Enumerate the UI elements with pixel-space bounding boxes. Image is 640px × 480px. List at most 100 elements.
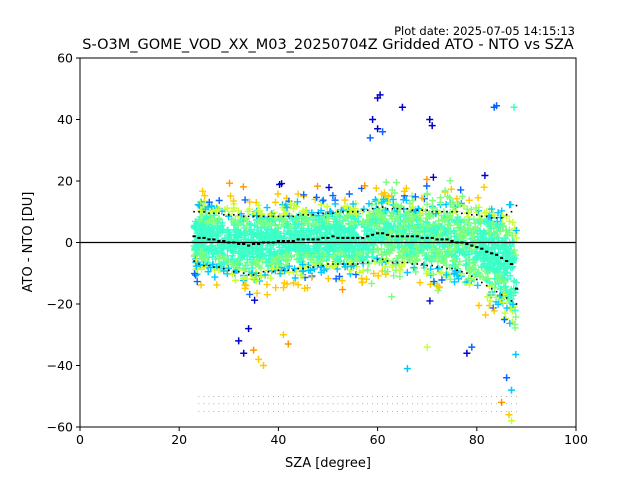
scatter-point (463, 349, 471, 357)
scatter-point (331, 200, 339, 208)
stat-marker-lower (237, 270, 240, 273)
stat-marker-lower (461, 270, 463, 273)
stat-marker-upper (198, 210, 200, 213)
bin-count-label: · (451, 409, 453, 415)
scatter-point (253, 250, 260, 258)
scatter-point (205, 217, 213, 225)
scatter-point (417, 246, 425, 254)
stat-marker-lower (406, 261, 409, 264)
scatter-point (443, 271, 450, 279)
scatter-point (499, 222, 507, 230)
scatter-point (239, 183, 247, 191)
scatter-point (422, 255, 430, 263)
scatter-point (423, 191, 431, 198)
bin-count-label: · (292, 394, 294, 400)
bin-count-label: · (307, 402, 309, 408)
stat-marker-mean (316, 238, 320, 241)
bin-count-label: · (198, 394, 200, 400)
stat-marker-lower (257, 272, 260, 274)
scatter-point (416, 279, 424, 287)
scatter-point (481, 172, 489, 179)
stat-marker-lower (456, 269, 458, 271)
scatter-point (436, 249, 443, 257)
bin-count-label: · (287, 394, 289, 400)
stat-marker-upper (237, 214, 240, 216)
bin-count-label: · (501, 409, 503, 415)
scatter-point (381, 225, 389, 233)
scatter-point (446, 275, 454, 283)
scatter-point (478, 263, 486, 271)
bin-count-label: · (456, 409, 458, 415)
scatter-point (464, 213, 472, 221)
scatter-point (395, 225, 403, 233)
scatter-point (302, 262, 310, 270)
bin-count-label: · (248, 394, 250, 400)
bin-count-label: · (273, 402, 275, 408)
scatter-point (241, 229, 249, 236)
scatter-point (349, 252, 357, 260)
stat-marker-upper (495, 217, 498, 219)
scatter-point (364, 266, 372, 274)
scatter-point (347, 258, 354, 266)
scatter-point (348, 244, 356, 251)
scatter-point (193, 221, 201, 229)
bin-count-label: · (258, 394, 260, 400)
stat-marker-lower (213, 266, 215, 268)
bin-count-label: · (392, 402, 394, 408)
scatter-point (368, 279, 376, 287)
bin-count-label: · (233, 409, 235, 415)
scatter-point (196, 216, 204, 224)
scatter-point (308, 209, 316, 217)
bin-count-label: · (278, 409, 280, 415)
bin-count-label: · (367, 402, 369, 408)
stat-marker-upper (361, 209, 364, 211)
bin-count-label: · (283, 394, 285, 400)
scatter-point (449, 261, 457, 269)
stat-marker-upper (466, 212, 468, 215)
scatter-point (201, 227, 209, 235)
scatter-point (209, 231, 217, 239)
scatter-point (228, 207, 236, 215)
stat-marker-mean (445, 238, 449, 241)
stat-marker-mean (321, 236, 325, 239)
x-tick-label: 60 (370, 432, 386, 447)
scatter-point (235, 264, 243, 272)
bin-count-label: · (347, 394, 349, 400)
scatter-point (459, 249, 467, 257)
scatter-point (421, 228, 429, 236)
scatter-point (492, 293, 500, 301)
scatter-point (423, 343, 431, 351)
scatter-point (457, 186, 465, 194)
scatter-point (365, 259, 373, 267)
scatter-point (259, 250, 267, 258)
scatter-point (308, 273, 316, 281)
scatter-point (223, 204, 231, 212)
scatter-point (276, 181, 284, 188)
stat-marker-mean (286, 240, 290, 242)
scatter-point (493, 102, 501, 110)
scatter-point (313, 259, 321, 267)
scatter-point (496, 227, 504, 235)
bin-count-label: · (228, 394, 230, 400)
scatter-point (215, 197, 223, 204)
bin-count-label: · (317, 402, 319, 408)
scatter-point (392, 201, 400, 209)
scatter-point (513, 234, 520, 242)
scatter-point (504, 293, 512, 301)
scatter-point (499, 298, 507, 306)
scatter-point (382, 178, 390, 186)
scatter-point (291, 265, 299, 273)
bin-count-label: · (268, 394, 270, 400)
bin-count-label: · (213, 402, 215, 408)
scatter-point (200, 243, 208, 251)
bin-count-label: · (218, 394, 220, 400)
stat-marker-lower (198, 263, 200, 265)
bin-count-label: · (248, 402, 250, 408)
stat-marker-upper (456, 210, 458, 213)
x-axis-ticks: 0 20 40 60 80 100 (76, 427, 588, 447)
scatter-point (215, 206, 223, 213)
bin-count-label: · (203, 402, 205, 408)
scatter-point (359, 246, 367, 254)
scatter-point (426, 297, 434, 305)
scatter-point (323, 203, 331, 211)
